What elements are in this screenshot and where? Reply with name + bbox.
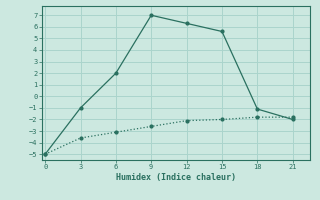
- X-axis label: Humidex (Indice chaleur): Humidex (Indice chaleur): [116, 173, 236, 182]
